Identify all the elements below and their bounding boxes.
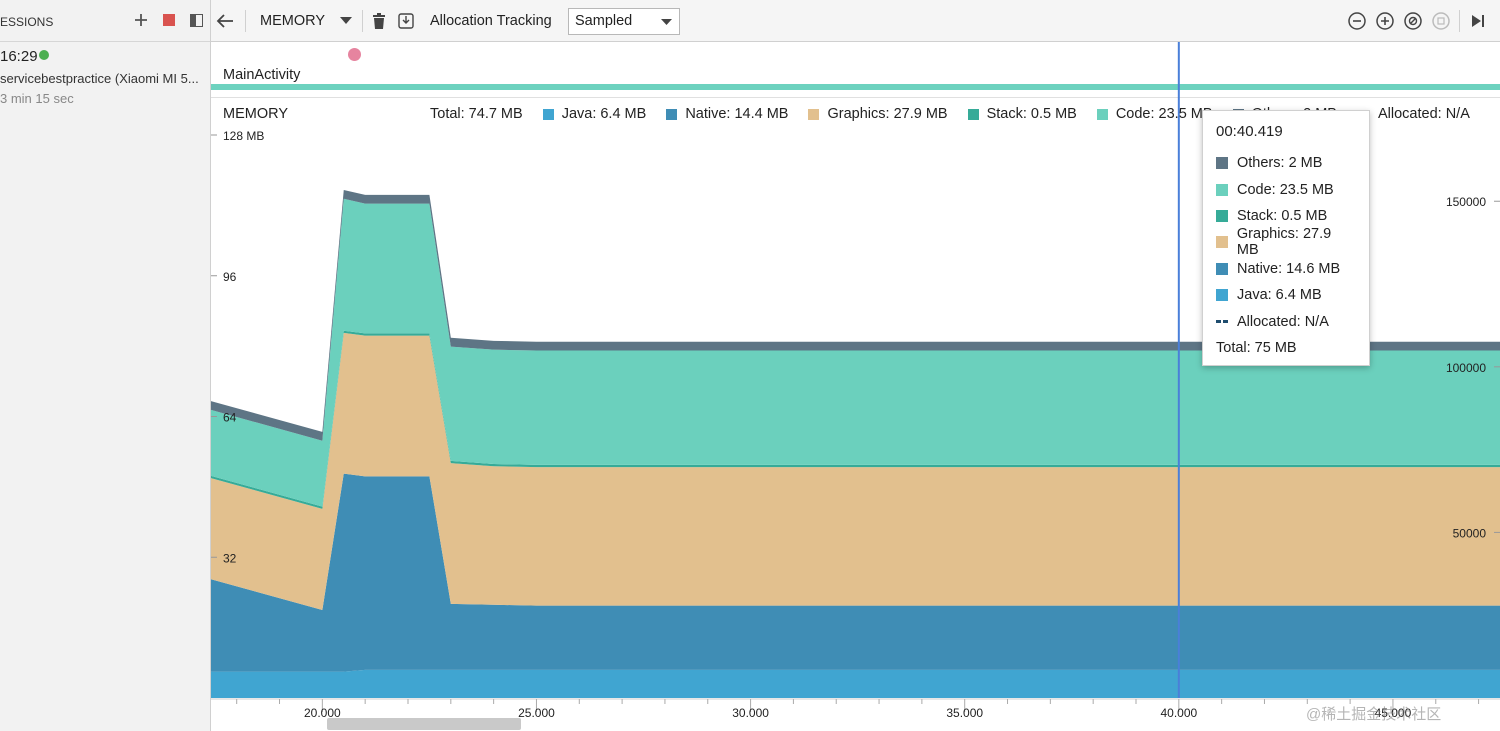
y-tick-label: 32 [223,551,237,565]
zoom-out-icon[interactable] [1348,11,1366,31]
tooltip-label: Java: 6.4 MB [1237,287,1322,304]
legend-stack-label: Stack: 0.5 MB [986,106,1077,122]
legend-java: Java: 6.4 MB [542,106,647,122]
session-name: servicebestpractice (Xiaomi MI 5... [0,71,199,86]
legend-allocated: Allocated: N/A [1356,106,1470,122]
toolbar: MEMORY Allocation Tracking Sampled [211,0,1500,42]
chevron-down-icon [661,19,672,25]
x-tick-label: 20.000 [304,706,341,720]
stop-session-icon[interactable] [161,12,177,28]
tooltip-time: 00:40.419 [1216,123,1283,140]
tooltip-row-others: Others: 2 MB [1216,150,1356,176]
tooltip-swatch [1216,262,1228,275]
y2-tick-label: 100000 [1446,361,1486,375]
x-tick-label: 40.000 [1160,706,1197,720]
tooltip-row-stack: Stack: 0.5 MB [1216,203,1356,229]
collapse-panel-icon[interactable] [188,12,204,28]
y2-tick-label: 50000 [1453,526,1487,540]
tooltip-label: Allocated: N/A [1237,313,1329,330]
tooltip-row-native: Native: 14.6 MB [1216,256,1356,282]
legend-stack-swatch [967,108,979,120]
tooltip-label: Others: 2 MB [1237,155,1323,172]
y-tick-label: 128 MB [223,129,264,143]
tooltip-row-total: Total: 75 MB [1216,335,1356,361]
dump-heap-icon[interactable] [398,11,414,31]
tooltip-row-code: Code: 23.5 MB [1216,176,1356,202]
legend-code-label: Code: 23.5 MB [1115,106,1213,122]
y-tick-label: 64 [223,411,237,425]
legend-graphics-swatch [808,108,820,120]
x-tick-label: 45.000 [1375,706,1412,720]
tooltip-dash-swatch [1216,320,1228,324]
legend-java-swatch [542,108,554,120]
x-tick-label: 30.000 [732,706,769,720]
toolbar-divider [362,10,363,32]
legend-total: Total: 74.7 MB [430,106,523,122]
tooltip-label: Graphics: 27.9 MB [1236,226,1332,259]
tooltip-row-graphics: Graphics: 27.9 MB [1216,226,1356,259]
legend-native: Native: 14.4 MB [666,106,788,122]
legend-code-swatch [1096,108,1108,120]
watermark: @稀土掘金技术社区 [1306,706,1442,723]
toolbar-divider [1459,10,1460,32]
chart-tooltip: 00:40.419 Others: 2 MB Code: 23.5 MB Sta… [1202,110,1370,366]
chart-title: MEMORY [223,106,288,122]
tooltip-swatch [1216,209,1228,222]
tooltip-label: Code: 23.5 MB [1237,181,1334,198]
x-tick-label: 35.000 [946,706,983,720]
area-code [211,198,1500,507]
event-timeline: MainActivity [211,42,1500,96]
reset-zoom-icon[interactable] [1404,11,1422,31]
zoom-to-selection-icon[interactable] [1432,11,1450,31]
profiler-select-label[interactable]: MEMORY [260,13,325,29]
tooltip-swatch [1216,289,1228,302]
y2-tick-label: 150000 [1446,195,1486,209]
add-session-icon[interactable] [133,12,149,28]
chart-legend: Total: 74.7 MB Java: 6.4 MB Native: 14.4… [430,106,1490,122]
tooltip-label: Stack: 0.5 MB [1237,207,1328,224]
x-tick-label: 25.000 [518,706,555,720]
allocation-tracking-value: Sampled [575,13,633,29]
legend-graphics-label: Graphics: 27.9 MB [827,106,948,122]
sessions-panel: ESSIONS 16:29 servicebestpractice (Xiaom… [0,0,211,731]
session-duration: 3 min 15 sec [0,91,74,106]
legend-stack: Stack: 0.5 MB [967,106,1077,122]
zoom-in-icon[interactable] [1376,11,1394,31]
chevron-down-icon[interactable] [340,11,352,31]
activity-label: MainActivity [223,67,301,83]
tooltip-row-allocated: Allocated: N/A [1216,308,1356,334]
legend-native-label: Native: 14.4 MB [685,106,789,122]
memory-chart[interactable]: 32 64 96 128 MB 50000 100000 150000 20.000 25.00… [211,42,1500,731]
tooltip-row-java: Java: 6.4 MB [1216,282,1356,308]
legend-code: Code: 23.5 MB [1096,106,1213,122]
tooltip-total: Total: 75 MB [1216,339,1297,356]
legend-java-label: Java: 6.4 MB [561,106,647,122]
sessions-header: ESSIONS [0,0,210,42]
legend-total-label: Total: 74.7 MB [430,106,523,122]
y-tick-label: 96 [223,270,237,284]
area-native [211,473,1500,672]
tooltip-swatch [1216,183,1228,196]
toolbar-divider [245,10,246,32]
area-java [211,669,1500,698]
tooltip-swatch [1216,236,1228,249]
timeline-scrollbar-thumb[interactable] [327,718,521,730]
allocation-tracking-label: Allocation Tracking [430,13,552,29]
legend-native-swatch [666,108,678,120]
activity-lifecycle-bar[interactable] [211,84,1500,90]
legend-graphics: Graphics: 27.9 MB [808,106,948,122]
trash-icon[interactable] [372,11,386,31]
tooltip-swatch [1216,157,1228,170]
sessions-title: ESSIONS [0,15,54,29]
session-active-indicator [39,50,49,60]
tooltip-label: Native: 14.6 MB [1237,260,1341,277]
area-graphics [211,332,1500,611]
back-arrow-icon[interactable] [216,11,234,31]
allocation-tracking-select[interactable]: Sampled [568,8,680,35]
go-to-live-icon[interactable] [1470,11,1486,31]
touch-event-marker[interactable] [348,48,361,61]
legend-allocated-label: Allocated: N/A [1377,106,1470,122]
session-time: 16:29 [0,48,38,65]
